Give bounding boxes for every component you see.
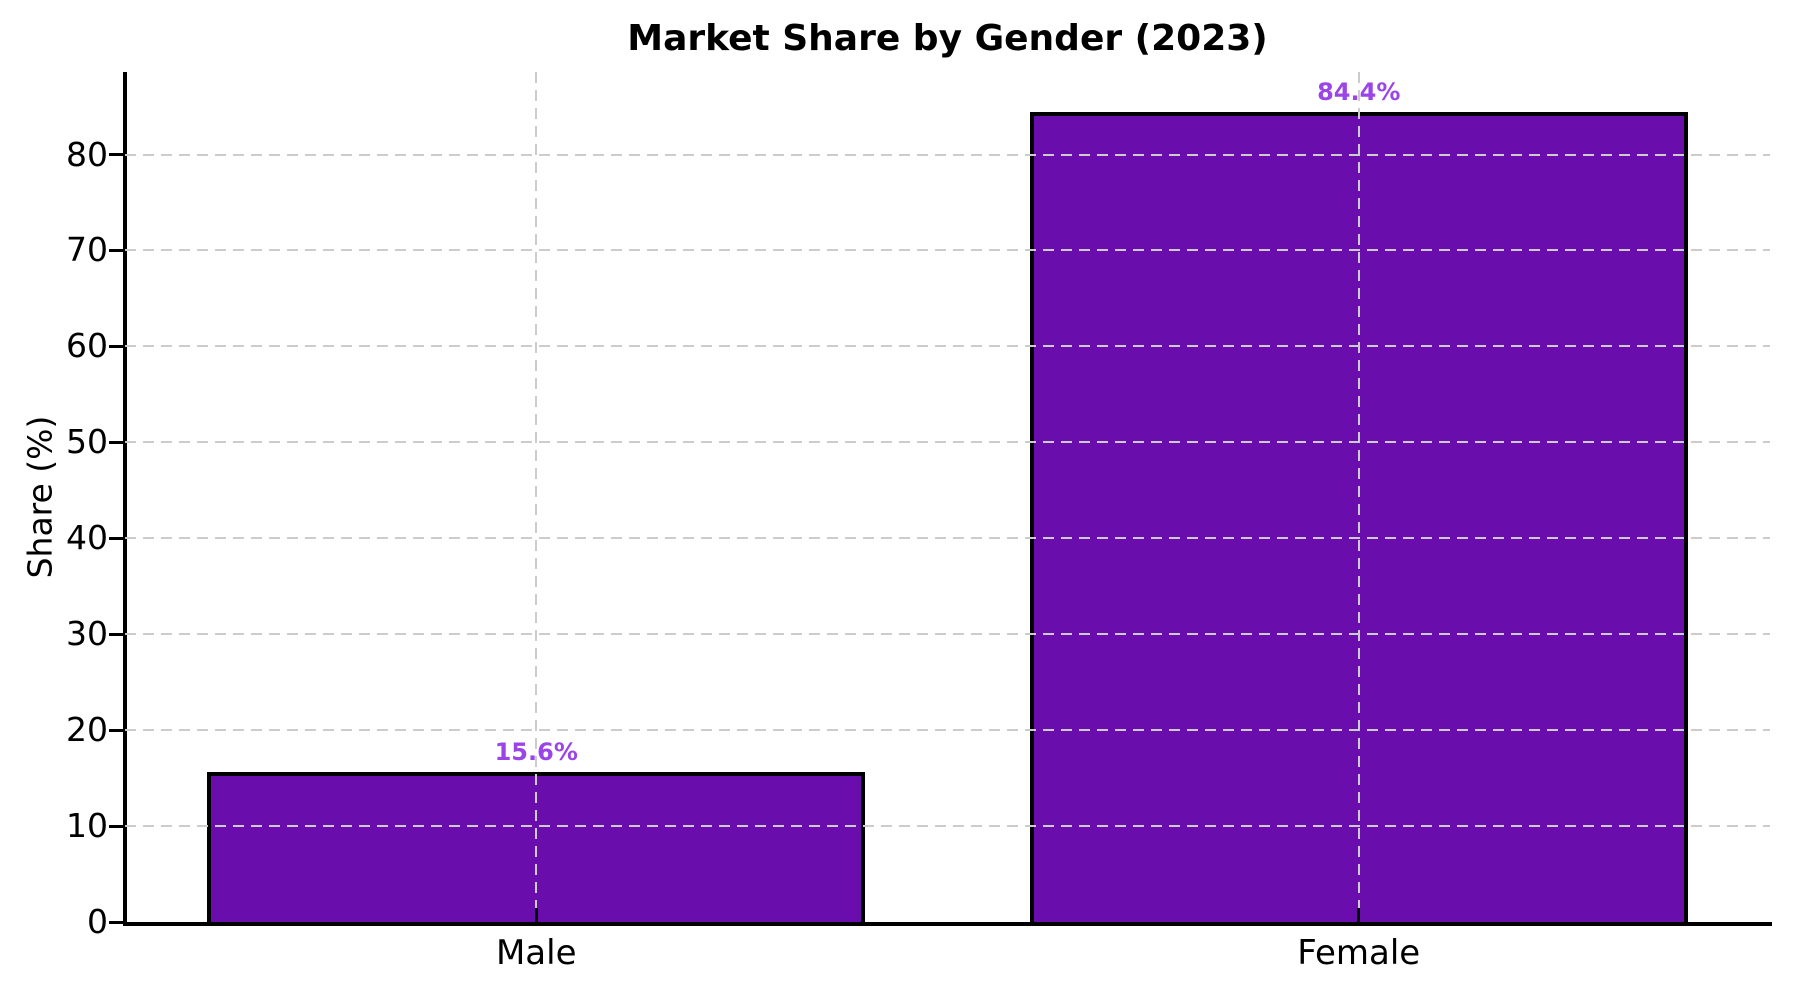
y-tick-label-40: 40 xyxy=(66,518,108,558)
y-tick-0 xyxy=(109,920,123,924)
x-tick-label-female: Female xyxy=(1297,933,1421,973)
h-gridline-70 xyxy=(125,249,1770,252)
x-tick-female xyxy=(1357,908,1361,922)
h-gridline-10 xyxy=(125,825,1770,828)
y-tick-10 xyxy=(109,824,123,828)
y-tick-label-0: 0 xyxy=(87,902,108,941)
y-tick-label-10: 10 xyxy=(66,806,108,846)
y-tick-30 xyxy=(109,632,123,636)
value-label-female: 84.4% xyxy=(1317,78,1401,107)
y-tick-label-70: 70 xyxy=(66,230,108,270)
y-tick-20 xyxy=(109,728,123,732)
h-gridline-40 xyxy=(125,537,1770,540)
y-tick-label-30: 30 xyxy=(66,614,108,654)
y-tick-80 xyxy=(109,153,123,156)
v-gridline-female xyxy=(1357,72,1360,922)
y-tick-label-50: 50 xyxy=(66,422,108,462)
value-label-male: 15.6% xyxy=(494,738,578,767)
y-tick-label-60: 60 xyxy=(66,326,108,366)
y-tick-50 xyxy=(109,440,123,444)
chart-title: Market Share by Gender (2023) xyxy=(627,18,1268,59)
y-tick-60 xyxy=(109,344,123,348)
y-tick-40 xyxy=(109,536,123,540)
x-tick-label-male: Male xyxy=(495,933,577,973)
y-tick-label-20: 20 xyxy=(66,710,108,750)
h-gridline-50 xyxy=(125,441,1770,444)
x-tick-male xyxy=(534,908,538,922)
h-gridline-30 xyxy=(125,633,1770,636)
x-axis-spine xyxy=(123,922,1772,926)
y-tick-label-80: 80 xyxy=(66,134,108,174)
h-gridline-60 xyxy=(125,345,1770,348)
h-gridline-20 xyxy=(125,729,1770,732)
y-tick-70 xyxy=(109,248,123,252)
y-axis-spine xyxy=(123,72,127,926)
v-gridline-male xyxy=(535,72,538,922)
h-gridline-80 xyxy=(125,153,1770,156)
